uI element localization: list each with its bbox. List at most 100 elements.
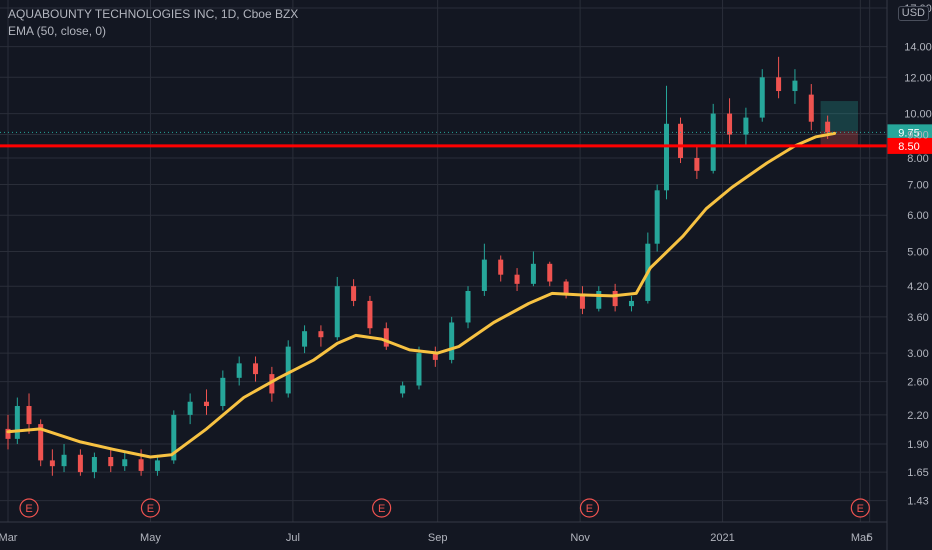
- indicator-title[interactable]: EMA (50, close, 0): [8, 24, 107, 38]
- candle: [727, 98, 733, 144]
- earnings-marker[interactable]: E: [19, 498, 39, 518]
- symbol-title[interactable]: AQUABOUNTY TECHNOLOGIES INC, 1D, Cboe BZ…: [8, 7, 299, 21]
- candle-body: [710, 113, 716, 171]
- x-tick-label: Mar: [0, 532, 18, 544]
- x-tick-label: Nov: [570, 532, 590, 544]
- candle: [14, 397, 20, 445]
- candle-body: [596, 290, 602, 309]
- y-tick-label: 9.00: [907, 130, 928, 142]
- earnings-marker-circle: [140, 498, 161, 518]
- candle-body: [664, 123, 670, 191]
- candle-body: [694, 157, 700, 171]
- candle: [514, 268, 520, 291]
- candle: [26, 393, 32, 434]
- candle: [759, 69, 765, 122]
- candle: [465, 286, 471, 329]
- candle: [302, 325, 308, 354]
- candle: [49, 449, 55, 476]
- candle: [808, 84, 814, 131]
- candle: [318, 325, 324, 347]
- candle-body: [743, 117, 749, 135]
- ema-line: [6, 131, 837, 459]
- candle-body: [481, 259, 487, 291]
- candle-body: [220, 377, 226, 407]
- candle-body: [759, 77, 765, 118]
- candle-body: [498, 259, 504, 275]
- candle-body: [77, 454, 83, 473]
- y-tick-label: 14.00: [904, 42, 932, 54]
- y-tick-label: 3.00: [907, 348, 928, 360]
- earnings-marker[interactable]: E: [140, 498, 161, 518]
- earnings-marker-circle: [372, 498, 392, 518]
- candle: [694, 145, 700, 179]
- y-tick-label: 2.20: [907, 410, 928, 422]
- candle: [38, 419, 44, 467]
- y-tick-label: 5.00: [907, 247, 928, 259]
- candle-body: [154, 460, 160, 471]
- y-tick-label: 3.60: [907, 312, 928, 324]
- x-tick-label: 5: [867, 532, 873, 544]
- candle-body: [269, 374, 275, 394]
- candle: [547, 261, 553, 287]
- candle-body: [91, 457, 97, 473]
- y-tick-label: 4.20: [907, 281, 928, 293]
- x-tick-label: Jul: [286, 532, 300, 544]
- y-tick-label: 12.00: [904, 72, 932, 84]
- candlestick-series: [5, 56, 831, 479]
- candle: [792, 69, 798, 104]
- support-price-label: 8.50: [898, 141, 919, 153]
- candle: [432, 346, 438, 367]
- candle: [108, 449, 114, 473]
- candle: [654, 184, 660, 252]
- currency-badge[interactable]: USD: [897, 6, 929, 21]
- earnings-marker[interactable]: E: [372, 498, 392, 518]
- candle-body: [449, 322, 455, 360]
- candle-body: [171, 414, 177, 461]
- y-tick-label: 7.00: [907, 180, 928, 192]
- candle: [220, 370, 226, 411]
- candle: [530, 251, 536, 287]
- candle-body: [825, 121, 831, 133]
- candle: [481, 243, 487, 296]
- candle-body: [547, 263, 553, 282]
- candle: [416, 346, 422, 390]
- candle: [203, 389, 209, 415]
- price-levels[interactable]: 9.75 8.50: [0, 124, 932, 154]
- candle-body: [612, 290, 618, 307]
- candle: [91, 452, 97, 479]
- candle-body: [400, 385, 406, 394]
- candle-body: [416, 353, 422, 386]
- earnings-marker[interactable]: E: [579, 498, 600, 518]
- earnings-marker-circle: [850, 498, 870, 518]
- candle: [678, 117, 684, 164]
- candle: [776, 56, 782, 99]
- earnings-marker-circle: [579, 498, 600, 518]
- candle: [122, 452, 128, 471]
- earnings-marker-label: E: [857, 503, 864, 515]
- earnings-marker[interactable]: E: [850, 498, 870, 518]
- candle-body: [579, 293, 585, 309]
- candle-body: [808, 94, 814, 122]
- x-tick-label: 2021: [710, 532, 734, 544]
- candle-body: [108, 457, 114, 467]
- candle: [253, 356, 259, 382]
- candle-body: [514, 274, 520, 284]
- candle-body: [334, 286, 340, 338]
- y-tick-label: 8.00: [907, 153, 928, 165]
- candle-body: [49, 460, 55, 467]
- candle: [236, 356, 242, 386]
- y-tick-label: 1.43: [907, 496, 928, 508]
- candle-body: [236, 363, 242, 378]
- chart-legend: AQUABOUNTY TECHNOLOGIES INC, 1D, Cboe BZ…: [8, 6, 298, 40]
- candle-body: [14, 406, 20, 439]
- earnings-marker-label: E: [586, 503, 593, 515]
- candle-body: [628, 300, 634, 307]
- candle-body: [383, 328, 389, 347]
- candle: [383, 322, 389, 350]
- candle-body: [792, 80, 798, 92]
- candle: [596, 286, 602, 312]
